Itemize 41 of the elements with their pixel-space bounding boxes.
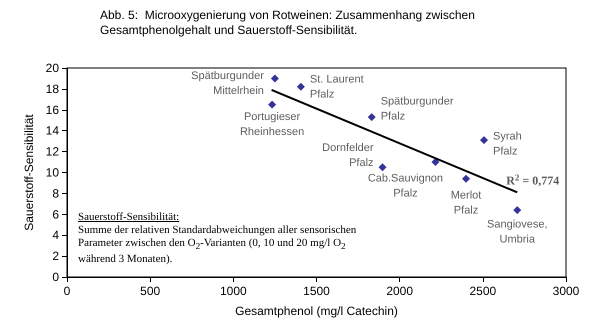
point — [368, 113, 376, 122]
x-axis-title: Gesamtphenol (mg/l Catechin) — [235, 304, 398, 318]
x-tick-label: 500 — [140, 284, 160, 298]
y-axis-title: Sauerstoff-Sensibilität — [22, 114, 36, 231]
y-tick-label: 2 — [52, 249, 60, 264]
point — [462, 174, 470, 183]
x-tick-label: 2000 — [386, 284, 414, 298]
annotation: Dornfelder Pfalz — [322, 142, 374, 169]
annotation: Merlot Pfalz — [450, 189, 482, 216]
annotation: Spätburgunder Pfalz — [380, 96, 454, 123]
y-tick-label: 16 — [46, 102, 60, 117]
point — [480, 136, 488, 144]
point — [270, 74, 279, 82]
annotation: Sauerstoff-Sensibilität: — [78, 211, 180, 224]
x-tick-label: 0 — [64, 284, 71, 298]
point — [378, 163, 387, 172]
y-tick-label: 4 — [52, 228, 60, 242]
point — [268, 100, 276, 109]
point — [513, 206, 522, 214]
annotation: Cab.Sauvignon Pfalz — [368, 172, 444, 200]
point — [431, 158, 440, 166]
annotation: Spätburgunder Mittelrhein — [191, 70, 264, 97]
annotation: Portugieser Rheinhessen — [240, 111, 304, 138]
x-tick-label: 3000 — [552, 284, 580, 298]
y-tick-label: 12 — [46, 144, 60, 159]
y-tick-label: 14 — [46, 124, 60, 138]
x-tick-label: 2500 — [469, 284, 497, 298]
point — [296, 82, 305, 91]
annotation: Syrah Pfalz — [493, 130, 522, 158]
annotation: Sangiovese, Umbria — [486, 218, 548, 246]
y-tick-label: 18 — [46, 82, 60, 96]
chart-title: Abb. 5: Microoxygenierung von Rotweinen: Zusammenhang zwischen Gesamtphenolgehalt und Sauerstoff-Sensibilität. — [100, 8, 475, 38]
y-tick-label: 0 — [52, 270, 60, 284]
x-tick-label: 1000 — [220, 284, 248, 298]
y-tick-label: 20 — [46, 61, 60, 75]
y-tick-label: 8 — [52, 186, 60, 200]
y-tick-label: 10 — [46, 166, 60, 180]
text: Summe der relativen Standardabweichungen aller sensorischen Parameter zwischen den O$_{2}$-Varianten (0, 10 und 20 mg/l O$_{2}$ während 3 Monaten). — [78, 224, 356, 266]
annotation: St. Laurent Pfalz — [310, 73, 364, 100]
y-tick-label: 6 — [52, 207, 60, 222]
x-tick-label: 1500 — [303, 284, 330, 298]
